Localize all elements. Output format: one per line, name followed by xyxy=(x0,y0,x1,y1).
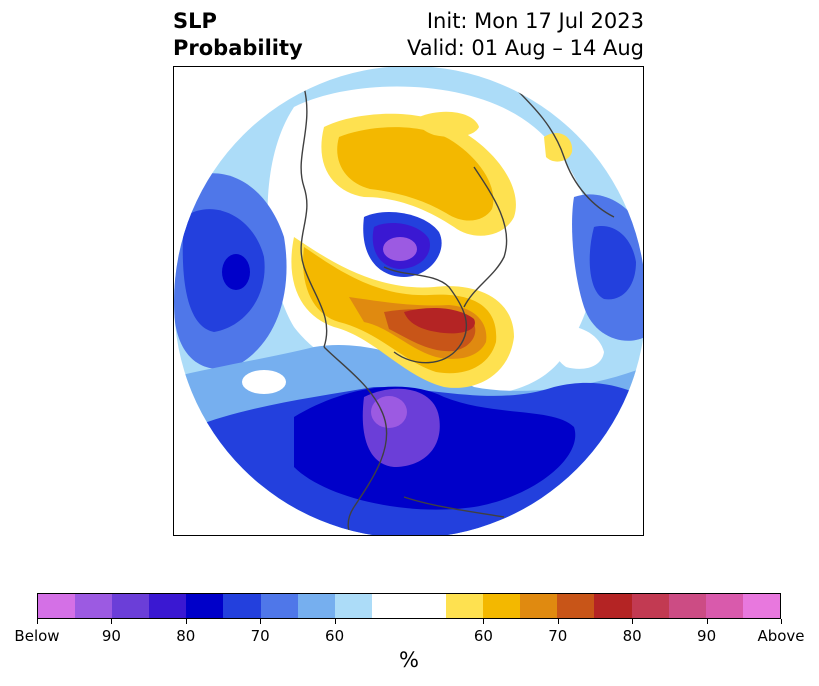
coastline-greenland xyxy=(383,266,468,364)
colorbar-tick-mark xyxy=(37,619,38,624)
colorbar-segment xyxy=(223,594,261,618)
colorbar-segment xyxy=(483,594,521,618)
colorbar-tick-label: 60 xyxy=(325,627,345,645)
colorbar-segment xyxy=(75,594,113,618)
neutral-bubble xyxy=(242,370,286,394)
colorbar-segment xyxy=(149,594,187,618)
colorbar-tick-label: Below xyxy=(14,627,60,645)
asia-positive-60 xyxy=(418,111,479,137)
east-negative-70 xyxy=(589,226,636,300)
colorbar-tick-mark xyxy=(260,619,262,624)
colorbar-segment xyxy=(594,594,632,618)
colorbar-segment xyxy=(668,594,706,618)
colorbar-tick-mark xyxy=(557,619,559,624)
colorbar-segment xyxy=(631,594,669,618)
title-variable: SLP Probability xyxy=(173,8,303,62)
greenland-positive-80 xyxy=(404,307,475,334)
coastline-eurasia xyxy=(463,166,508,308)
colorbar-segment xyxy=(520,594,558,618)
colorbar-tick-mark xyxy=(632,619,634,624)
colorbar-tick-label: 90 xyxy=(101,627,121,645)
map-panel xyxy=(173,66,644,536)
coastline-west xyxy=(300,86,328,348)
colorbar-tick-label: 70 xyxy=(548,627,568,645)
colorbar-segment xyxy=(334,594,372,618)
polar-map xyxy=(174,67,643,535)
colorbar-tick-label: 90 xyxy=(697,627,717,645)
colorbar-segment xyxy=(705,594,743,618)
na-negative-core-90 xyxy=(371,396,407,428)
valid-period-label: Valid: 01 Aug – 14 Aug xyxy=(406,36,644,60)
colorbar-segment xyxy=(112,594,150,618)
colorbar-unit-label: % xyxy=(399,648,419,672)
colorbar xyxy=(37,593,781,619)
colorbar-tick-mark xyxy=(334,619,336,624)
colorbar-segment xyxy=(260,594,298,618)
colorbar-segment xyxy=(371,594,409,618)
init-date-label: Init: Mon 17 Jul 2023 xyxy=(426,9,644,33)
coastline-asia xyxy=(513,86,615,218)
colorbar-tick-mark xyxy=(781,619,782,624)
arctic-negative-core xyxy=(383,237,417,261)
coastlines xyxy=(300,86,615,535)
anomaly-field xyxy=(174,67,643,535)
title-variable-line2: Probability xyxy=(173,36,303,60)
title-dates: Init: Mon 17 Jul 2023 Valid: 01 Aug – 14… xyxy=(407,8,644,62)
colorbar-segment xyxy=(742,594,780,618)
pacific-negative-80 xyxy=(222,254,250,290)
colorbar-tick-label: 70 xyxy=(250,627,270,645)
colorbar-tick-label: 60 xyxy=(473,627,493,645)
colorbar-segment xyxy=(446,594,484,618)
colorbar-tick-label: Above xyxy=(757,627,805,645)
colorbar-tick-mark xyxy=(111,619,113,624)
title-variable-line1: SLP xyxy=(173,9,217,33)
colorbar-segment xyxy=(408,594,447,618)
colorbar-segment xyxy=(38,594,76,618)
colorbar-segment xyxy=(557,594,595,618)
eurasia-positive-65 xyxy=(337,127,494,221)
asia-positive-small xyxy=(544,132,573,162)
colorbar-tick-mark xyxy=(483,619,485,624)
colorbar-segment xyxy=(297,594,335,618)
colorbar-tick-label: 80 xyxy=(176,627,196,645)
colorbar-tick-mark xyxy=(185,619,187,624)
colorbar-tick-label: 80 xyxy=(622,627,642,645)
colorbar-tick-mark xyxy=(706,619,708,624)
colorbar-segment xyxy=(186,594,224,618)
coastline-north-america xyxy=(323,346,388,535)
east-neutral xyxy=(552,325,604,369)
coastline-south xyxy=(403,496,505,518)
